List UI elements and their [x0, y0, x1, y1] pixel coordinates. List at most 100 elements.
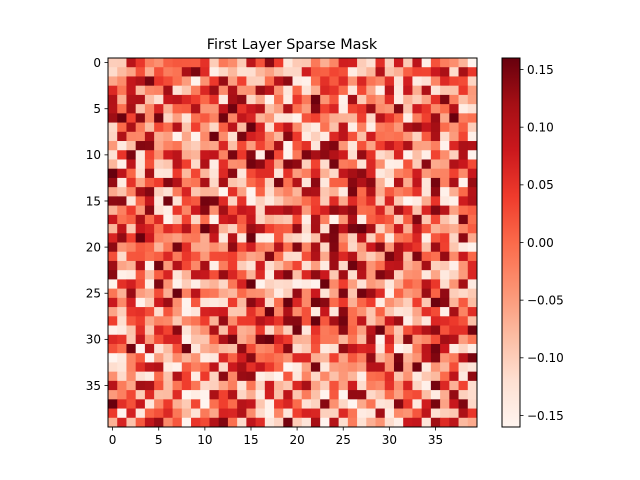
- heatmap-cell: [329, 251, 340, 262]
- heatmap-cell: [338, 58, 349, 68]
- heatmap-cell: [135, 205, 146, 216]
- heatmap-cell: [144, 67, 155, 77]
- heatmap-cell: [430, 334, 441, 345]
- heatmap-cell: [347, 288, 358, 299]
- heatmap-cell: [403, 58, 413, 68]
- heatmap-cell: [135, 177, 146, 188]
- heatmap-cell: [412, 408, 423, 419]
- heatmap-cell: [135, 150, 146, 160]
- heatmap-cell: [412, 113, 423, 123]
- heatmap-cell: [357, 270, 367, 280]
- heatmap-cell: [227, 104, 238, 114]
- heatmap-cell: [209, 187, 220, 197]
- heatmap-cell: [467, 334, 478, 345]
- heatmap-cell: [172, 104, 183, 114]
- heatmap-cell: [357, 307, 367, 317]
- heatmap-cell: [458, 58, 469, 68]
- heatmap-cell: [310, 242, 321, 253]
- heatmap-cell: [246, 251, 256, 262]
- heatmap-cell: [292, 399, 303, 409]
- heatmap-cell: [181, 417, 192, 428]
- heatmap-cell: [357, 371, 367, 382]
- heatmap-cell: [135, 390, 146, 400]
- heatmap-cell: [154, 353, 164, 363]
- heatmap-cell: [412, 131, 423, 142]
- heatmap-cell: [421, 150, 432, 160]
- heatmap-cell: [274, 233, 284, 243]
- heatmap-cell: [347, 168, 358, 179]
- heatmap-cell: [255, 242, 266, 253]
- heatmap-cell: [117, 316, 127, 326]
- heatmap-cell: [403, 85, 413, 96]
- heatmap-cell: [301, 205, 312, 216]
- heatmap-cell: [449, 288, 459, 299]
- heatmap-cell: [218, 251, 229, 262]
- heatmap-cell: [163, 353, 173, 363]
- heatmap-cell: [412, 67, 423, 77]
- heatmap-cell: [181, 159, 192, 170]
- heatmap-cell: [292, 353, 303, 363]
- heatmap-cell: [338, 251, 349, 262]
- heatmap-cell: [430, 417, 441, 428]
- heatmap-cell: [154, 260, 164, 271]
- heatmap-cell: [274, 417, 284, 428]
- heatmap-cell: [117, 417, 127, 428]
- heatmap-cell: [218, 343, 229, 354]
- heatmap-cell: [357, 122, 367, 133]
- heatmap-cell: [200, 307, 210, 317]
- heatmap-cell: [375, 104, 386, 114]
- heatmap-cell: [393, 353, 404, 363]
- heatmap-cell: [144, 187, 155, 197]
- heatmap-cell: [320, 408, 330, 419]
- heatmap-cell: [117, 187, 127, 197]
- heatmap-cell: [301, 67, 312, 77]
- heatmap-cell: [320, 113, 330, 123]
- heatmap-cell: [264, 233, 275, 243]
- heatmap-cell: [227, 85, 238, 96]
- heatmap-cell: [412, 168, 423, 179]
- heatmap-cell: [412, 58, 423, 68]
- heatmap-cell: [412, 141, 423, 151]
- heatmap-cell: [467, 104, 478, 114]
- heatmap-cell: [329, 362, 340, 373]
- heatmap-cell: [329, 58, 340, 68]
- x-tick-label: 35: [428, 433, 443, 447]
- heatmap-cell: [320, 297, 330, 308]
- heatmap-cell: [227, 205, 238, 216]
- heatmap-cell: [449, 353, 459, 363]
- heatmap-cell: [218, 76, 229, 87]
- heatmap-cell: [347, 270, 358, 280]
- heatmap-cell: [246, 177, 256, 188]
- heatmap-cell: [209, 205, 220, 216]
- heatmap-cell: [357, 187, 367, 197]
- heatmap-cell: [264, 371, 275, 382]
- heatmap-cell: [347, 141, 358, 151]
- heatmap-cell: [181, 408, 192, 419]
- heatmap-cell: [366, 297, 376, 308]
- heatmap-cell: [412, 343, 423, 354]
- heatmap-cell: [329, 380, 340, 391]
- heatmap-cell: [310, 67, 321, 77]
- heatmap-cell: [430, 288, 441, 299]
- heatmap-cell: [430, 260, 441, 271]
- heatmap-cell: [329, 242, 340, 253]
- heatmap-cell: [412, 251, 423, 262]
- heatmap-cell: [172, 399, 183, 409]
- heatmap-cell: [338, 288, 349, 299]
- heatmap-cell: [246, 196, 256, 206]
- heatmap-cell: [430, 316, 441, 326]
- colorbar-tick-label: −0.05: [527, 293, 564, 307]
- heatmap-cell: [347, 58, 358, 68]
- heatmap-cell: [200, 150, 210, 160]
- heatmap-cell: [375, 334, 386, 345]
- heatmap-cell: [366, 168, 376, 179]
- heatmap-cell: [329, 334, 340, 345]
- heatmap-cell: [209, 316, 220, 326]
- heatmap-cell: [338, 343, 349, 354]
- heatmap-cell: [108, 316, 118, 326]
- heatmap-cell: [135, 343, 146, 354]
- heatmap-cell: [283, 417, 293, 428]
- heatmap-cell: [375, 122, 386, 133]
- heatmap-cell: [458, 288, 469, 299]
- heatmap-cell: [237, 279, 247, 290]
